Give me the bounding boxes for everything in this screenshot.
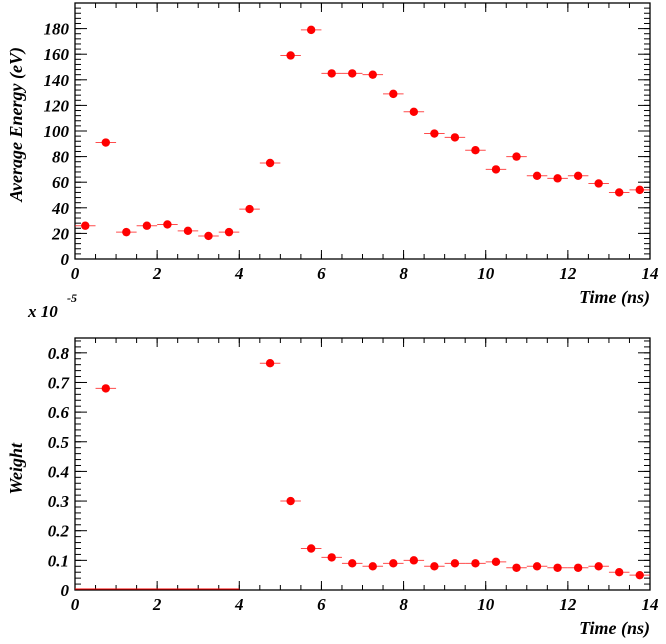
data-point bbox=[430, 562, 439, 571]
x-tick-label: 2 bbox=[152, 595, 162, 614]
data-point bbox=[327, 69, 336, 78]
data-point bbox=[512, 152, 521, 161]
x-axis-label: Time (ns) bbox=[579, 287, 650, 308]
data-point bbox=[594, 562, 603, 571]
x-tick-label: 8 bbox=[399, 264, 408, 283]
data-point bbox=[122, 227, 131, 237]
x-tick-label: 14 bbox=[642, 595, 659, 614]
y-tick-label: 160 bbox=[44, 45, 70, 64]
data-point bbox=[286, 51, 295, 60]
y-axis-label: Weight bbox=[6, 442, 26, 495]
x-tick-label: 12 bbox=[559, 264, 577, 283]
data-point bbox=[573, 171, 583, 180]
data-point bbox=[471, 146, 480, 155]
y-tick-label: 80 bbox=[52, 148, 70, 167]
data-point bbox=[389, 89, 398, 99]
plot-frame bbox=[74, 337, 651, 591]
data-point bbox=[265, 158, 275, 168]
data-point bbox=[183, 226, 193, 236]
y-tick-label: 0 bbox=[61, 581, 70, 600]
data-point bbox=[635, 570, 644, 580]
data-point bbox=[265, 359, 275, 368]
data-point bbox=[204, 231, 213, 241]
x-tick-label: 2 bbox=[152, 264, 162, 283]
x-tick-label: 4 bbox=[234, 264, 244, 283]
data-point bbox=[409, 556, 419, 565]
y-tick-label: 100 bbox=[44, 122, 70, 141]
data-point bbox=[81, 221, 90, 230]
y-tick-label: 0.1 bbox=[48, 551, 69, 570]
y-tick-label: 20 bbox=[51, 224, 70, 243]
x-axis-label: Time (ns) bbox=[579, 618, 650, 639]
x-tick-label: 4 bbox=[234, 595, 244, 614]
data-point bbox=[306, 544, 316, 553]
data-point bbox=[286, 496, 295, 506]
y-tick-label: 0.8 bbox=[48, 344, 70, 363]
x-tick-label: 0 bbox=[71, 595, 80, 614]
data-point bbox=[348, 559, 357, 568]
data-point bbox=[389, 559, 398, 568]
data-point bbox=[368, 70, 377, 79]
data-point bbox=[553, 174, 562, 183]
data-point bbox=[101, 138, 111, 147]
y-tick-label: 40 bbox=[51, 199, 70, 218]
y-tick-label: 0.2 bbox=[48, 522, 70, 541]
data-point bbox=[224, 227, 234, 237]
data-point bbox=[532, 171, 542, 180]
scale-factor-exponent: -5 bbox=[67, 291, 77, 305]
data-point bbox=[553, 563, 562, 572]
x-tick-label: 0 bbox=[71, 264, 80, 283]
data-point bbox=[409, 107, 419, 117]
data-point bbox=[573, 563, 583, 572]
y-tick-label: 0.6 bbox=[48, 403, 70, 422]
data-point bbox=[491, 557, 501, 567]
data-point bbox=[471, 559, 480, 568]
y-tick-label: 0.4 bbox=[48, 462, 69, 481]
data-point bbox=[163, 220, 172, 229]
data-point bbox=[614, 188, 624, 197]
x-tick-label: 6 bbox=[317, 595, 326, 614]
data-point bbox=[142, 221, 152, 230]
data-point bbox=[245, 204, 254, 214]
y-tick-label: 0 bbox=[61, 250, 70, 269]
y-tick-label: 140 bbox=[44, 71, 70, 90]
y-tick-label: 180 bbox=[44, 20, 70, 39]
x-tick-label: 10 bbox=[477, 264, 495, 283]
y-tick-label: 0.5 bbox=[48, 433, 70, 452]
data-point bbox=[450, 133, 460, 142]
data-point bbox=[491, 165, 501, 174]
data-point bbox=[512, 563, 521, 572]
data-point bbox=[306, 25, 316, 35]
y-tick-label: 0.7 bbox=[48, 373, 71, 392]
data-point bbox=[614, 568, 624, 577]
x-tick-label: 12 bbox=[559, 595, 577, 614]
data-point bbox=[635, 185, 644, 195]
data-point bbox=[348, 69, 357, 78]
y-tick-label: 60 bbox=[52, 173, 70, 192]
y-tick-label: 0.3 bbox=[48, 492, 70, 511]
data-point bbox=[594, 179, 603, 188]
plot-frame bbox=[74, 2, 651, 260]
data-point bbox=[532, 562, 542, 571]
y-tick-label: 120 bbox=[44, 96, 70, 115]
chart-average-energy: 0 2 4 6 8 10 12 14020406080100120140160180Time … bbox=[6, 2, 659, 308]
x-tick-label: 8 bbox=[399, 595, 408, 614]
scale-factor-label: x 10 bbox=[27, 302, 58, 321]
y-axis-label: Average Energy (eV) bbox=[6, 47, 27, 203]
data-point bbox=[368, 562, 377, 571]
x-tick-label: 10 bbox=[477, 595, 495, 614]
data-point bbox=[101, 384, 111, 393]
x-tick-label: 14 bbox=[642, 264, 659, 283]
data-point bbox=[327, 553, 336, 562]
chart-weight: 0 2 4 6 8 10 12 14 0 0.1 0.2 0.3 0.4 0.5 0.6 0.7 0.8 Time… bbox=[6, 291, 659, 639]
data-point bbox=[450, 559, 460, 568]
data-point bbox=[430, 129, 439, 138]
x-tick-label: 6 bbox=[317, 264, 326, 283]
